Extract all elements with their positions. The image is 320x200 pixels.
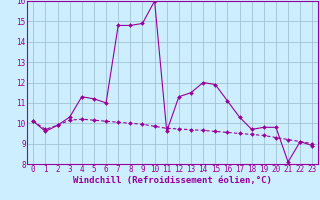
X-axis label: Windchill (Refroidissement éolien,°C): Windchill (Refroidissement éolien,°C) [73, 176, 272, 185]
